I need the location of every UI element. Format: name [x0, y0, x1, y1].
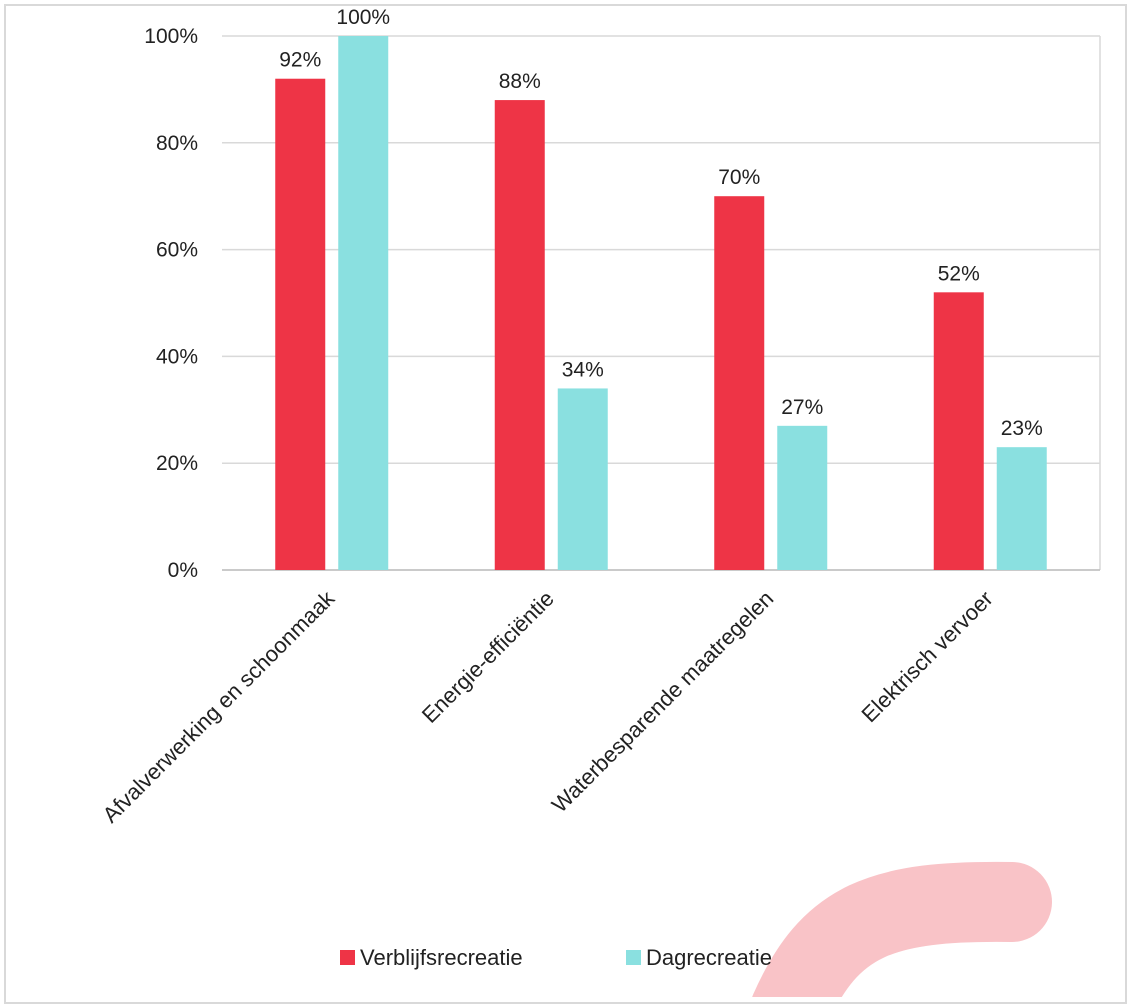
y-tick-label: 60% — [156, 239, 198, 262]
y-tick-label: 40% — [156, 345, 198, 368]
data-label: 27% — [781, 396, 823, 419]
bar — [996, 447, 1047, 570]
legend-swatch — [626, 950, 641, 965]
y-tick-label: 80% — [156, 132, 198, 155]
legend-label: Verblijfsrecreatie — [360, 945, 523, 970]
y-tick-label: 20% — [156, 452, 198, 475]
bar — [494, 100, 545, 570]
x-tick-label: Waterbesparende maatregelen — [547, 586, 779, 818]
legend-swatch — [340, 950, 355, 965]
bar — [933, 292, 984, 570]
data-label: 52% — [938, 262, 980, 285]
data-label: 88% — [499, 70, 541, 93]
data-label: 34% — [562, 358, 604, 381]
bar — [275, 78, 326, 570]
data-label: 23% — [1001, 417, 1043, 440]
x-tick-label: Energie-efficiëntie — [417, 586, 559, 728]
y-tick-label: 100% — [144, 25, 198, 48]
legend-label: Dagrecreatie — [646, 945, 772, 970]
legend: Verblijfsrecreatie Dagrecreatie — [340, 945, 772, 970]
decorative-arc-path — [752, 861, 1052, 997]
y-tick-label: 0% — [168, 559, 198, 582]
data-label: 92% — [279, 49, 321, 72]
bar — [338, 36, 389, 570]
bar — [557, 388, 608, 570]
data-label: 100% — [336, 6, 390, 29]
data-label: 70% — [718, 166, 760, 189]
bar — [714, 196, 765, 570]
plot-area: 0% 20% 40% 60% 80% 100% 92% 100% Afvalverwerking… — [98, 6, 1101, 827]
decorative-arc — [752, 861, 1052, 997]
x-tick-label: Elektrisch vervoer — [856, 586, 997, 727]
bar — [777, 425, 828, 570]
x-tick-label: Afvalverwerking en schoonmaak — [98, 585, 340, 827]
